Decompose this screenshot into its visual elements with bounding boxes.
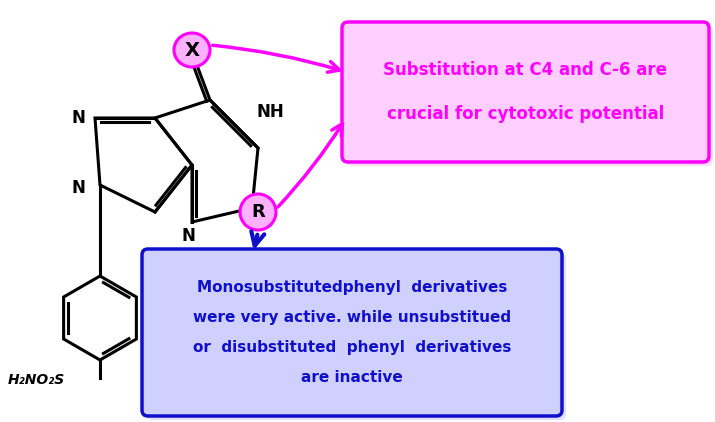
FancyArrowPatch shape <box>252 231 265 246</box>
Text: were very active. while unsubstitued: were very active. while unsubstitued <box>193 310 511 325</box>
Text: R: R <box>251 203 265 221</box>
Text: H₂NO₂S: H₂NO₂S <box>8 373 65 387</box>
FancyBboxPatch shape <box>346 26 713 166</box>
Text: X: X <box>184 41 199 60</box>
FancyArrowPatch shape <box>278 124 342 207</box>
Text: N: N <box>71 179 85 197</box>
FancyArrowPatch shape <box>213 45 340 72</box>
Text: NH: NH <box>256 103 284 121</box>
FancyBboxPatch shape <box>146 253 566 420</box>
Text: crucial for cytotoxic potential: crucial for cytotoxic potential <box>387 105 664 123</box>
Text: are inactive: are inactive <box>301 370 403 385</box>
Ellipse shape <box>240 194 276 230</box>
Ellipse shape <box>174 33 210 67</box>
Text: Substitution at C4 and C-6 are: Substitution at C4 and C-6 are <box>383 61 668 79</box>
FancyBboxPatch shape <box>142 249 562 416</box>
Text: or  disubstituted  phenyl  derivatives: or disubstituted phenyl derivatives <box>193 340 511 355</box>
Text: Monosubstitutedphenyl  derivatives: Monosubstitutedphenyl derivatives <box>197 280 507 295</box>
Text: N: N <box>71 109 85 127</box>
Text: N: N <box>181 227 195 245</box>
FancyBboxPatch shape <box>342 22 709 162</box>
